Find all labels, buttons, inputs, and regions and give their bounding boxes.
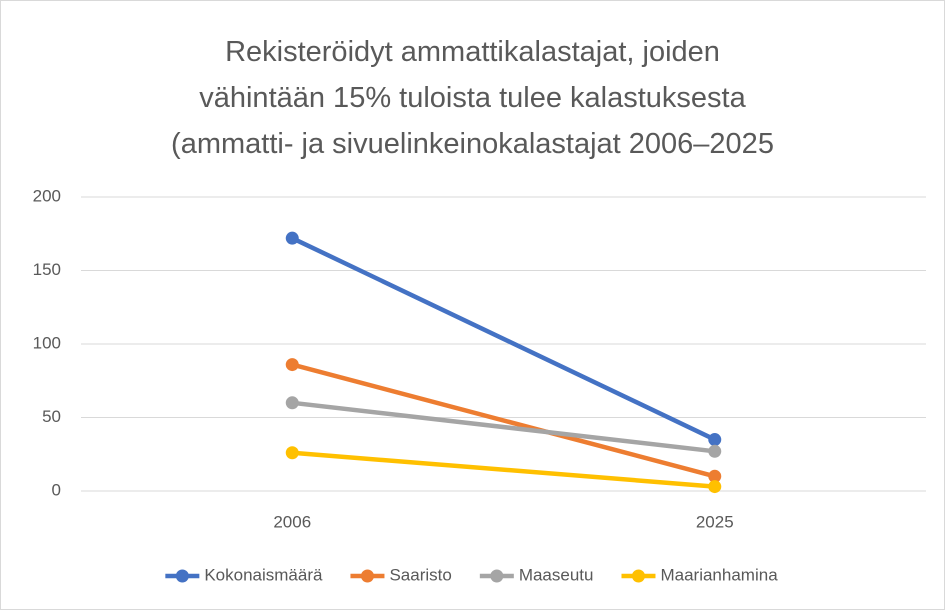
data-point	[285, 231, 299, 245]
x-tick-label: 2006	[273, 512, 311, 531]
series-line	[290, 235, 717, 442]
legend-label: Saaristo	[389, 565, 451, 584]
data-point	[285, 358, 299, 372]
data-point	[285, 446, 299, 460]
series-line	[290, 400, 717, 454]
series-line	[290, 362, 717, 479]
series-line	[290, 450, 717, 489]
y-tick-label: 100	[33, 333, 61, 352]
y-tick-label: 150	[33, 260, 61, 279]
y-tick-label: 0	[52, 480, 61, 499]
legend-marker	[490, 569, 504, 583]
legend-label: Kokonaismäärä	[204, 565, 323, 584]
y-tick-label: 200	[33, 186, 61, 205]
data-point	[285, 396, 299, 410]
data-point	[708, 469, 722, 483]
data-point	[708, 444, 722, 458]
legend-marker	[631, 569, 645, 583]
chart-title: Rekisteröidyt ammattikalastajat, joiden …	[171, 36, 774, 160]
legend-label: Maaseutu	[519, 565, 594, 584]
y-tick-label: 50	[42, 407, 61, 426]
legend-marker	[360, 569, 374, 583]
legend-marker	[175, 569, 189, 583]
x-tick-label: 2025	[696, 512, 734, 531]
data-point	[708, 480, 722, 494]
data-point	[708, 433, 722, 447]
legend-label: Maarianhamina	[660, 565, 778, 584]
